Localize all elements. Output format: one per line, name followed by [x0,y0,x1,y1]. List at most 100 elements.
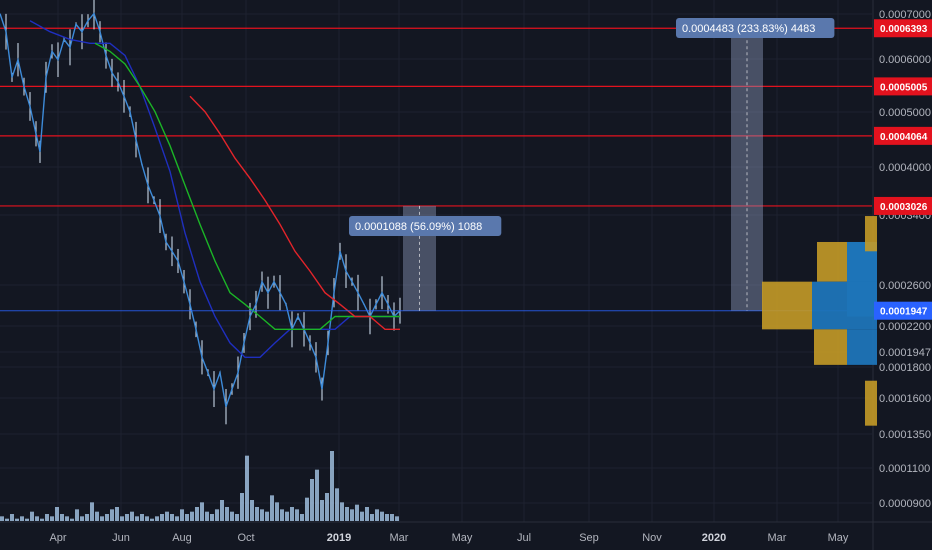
x-axis-label: Jul [517,532,531,544]
volume-bar [385,514,389,521]
current-price-label: 0.0001947 [880,307,928,318]
x-axis-label: Sep [579,532,599,544]
volume-bar [185,514,189,521]
volume-bar [35,516,39,521]
level-label: 0.0006393 [880,24,928,35]
volume-bar [155,516,159,521]
volume-bar [200,502,204,521]
level-label-bg [874,126,932,145]
level-label-bg [874,77,932,96]
ma-mid-line [94,42,400,330]
measure-label-bg [676,18,835,38]
y-axis-label: 0.0006000 [879,54,931,66]
volume-bar [120,516,124,521]
volume-bar [285,511,289,521]
level-label-bg [874,19,932,38]
y-axis-label: 0.0000900 [879,498,931,510]
y-axis-label: 0.0001800 [879,362,931,374]
volume-bar [180,509,184,521]
volume-bar [80,516,84,521]
volume-bar [335,488,339,521]
volume-bar [350,509,354,521]
x-axis-label: May [828,532,849,544]
volume-bar [25,518,29,521]
y-axis-label: 0.0001100 [879,463,930,475]
current-price-label-bg [874,301,932,320]
x-axis-label: May [452,532,473,544]
measure-label-bg [349,216,502,236]
volume-bar [300,514,304,521]
volume-bar [305,497,309,521]
y-axis-label: 0.0001600 [879,393,931,405]
volume-bar [165,511,169,521]
volume-bar [5,518,9,521]
x-axis-label: 2020 [702,532,726,544]
volume-bar [360,511,364,521]
level-label: 0.0003026 [880,202,928,213]
volume-bar [215,509,219,521]
volume-bar [105,514,109,521]
volume-bar [230,511,234,521]
volume-bar [355,504,359,521]
volume-bar [170,514,174,521]
y-axis-label: 0.0002200 [879,321,931,333]
volume-bar [380,511,384,521]
y-axis-label: 0.0001350 [879,429,931,441]
volume-bar [235,514,239,521]
volume-profile-gold [762,281,812,330]
volume-bar [320,500,324,521]
x-axis-label: Oct [237,532,254,544]
volume-bar [40,518,44,521]
volume-bar [310,479,314,521]
volume-bar [265,511,269,521]
volume-bar [330,451,334,521]
volume-bar [345,507,349,521]
volume-bar [195,507,199,521]
volume-bar [50,516,54,521]
volume-bar [250,500,254,521]
volume-bar [220,500,224,521]
price-line [0,12,401,407]
volume-bar [130,511,134,521]
volume-bar [115,507,119,521]
volume-bar [325,493,329,521]
volume-bar [65,516,69,521]
level-label-bg [874,196,932,215]
volume-bar [45,514,49,521]
volume-bar [190,511,194,521]
x-axis-label: Mar [768,532,787,544]
ma-fast-line [29,20,400,358]
volume-bar [55,507,59,521]
volume-bar [255,507,259,521]
level-label: 0.0004064 [880,132,928,143]
volume-bar [110,509,114,521]
volume-profile-gold [865,380,877,426]
volume-bar [270,495,274,521]
volume-bar [280,509,284,521]
volume-bar [175,516,179,521]
volume-bar [210,514,214,521]
volume-bar [375,509,379,521]
volume-bar [20,516,24,521]
volume-bar [295,509,299,521]
x-axis-label: Apr [49,532,66,544]
y-axis-label: 0.0007000 [879,9,931,21]
volume-bar [240,493,244,521]
x-axis-label: Nov [642,532,662,544]
volume-bar [70,518,74,521]
volume-profile-gold [865,216,877,252]
volume-bar [245,455,249,521]
volume-bar [125,514,129,521]
x-axis-label: Aug [172,532,192,544]
volume-bar [150,518,154,521]
volume-profile-gold [814,329,847,365]
y-axis-label: 0.0002600 [879,280,931,292]
volume-bar [15,518,19,521]
measure-label: 0.0004483 (233.83%) 4483 [682,23,815,35]
volume-bar [30,511,34,521]
volume-bar [160,514,164,521]
x-axis-label: 2019 [327,532,351,544]
measure-label: 0.0001088 (56.09%) 1088 [355,221,482,233]
